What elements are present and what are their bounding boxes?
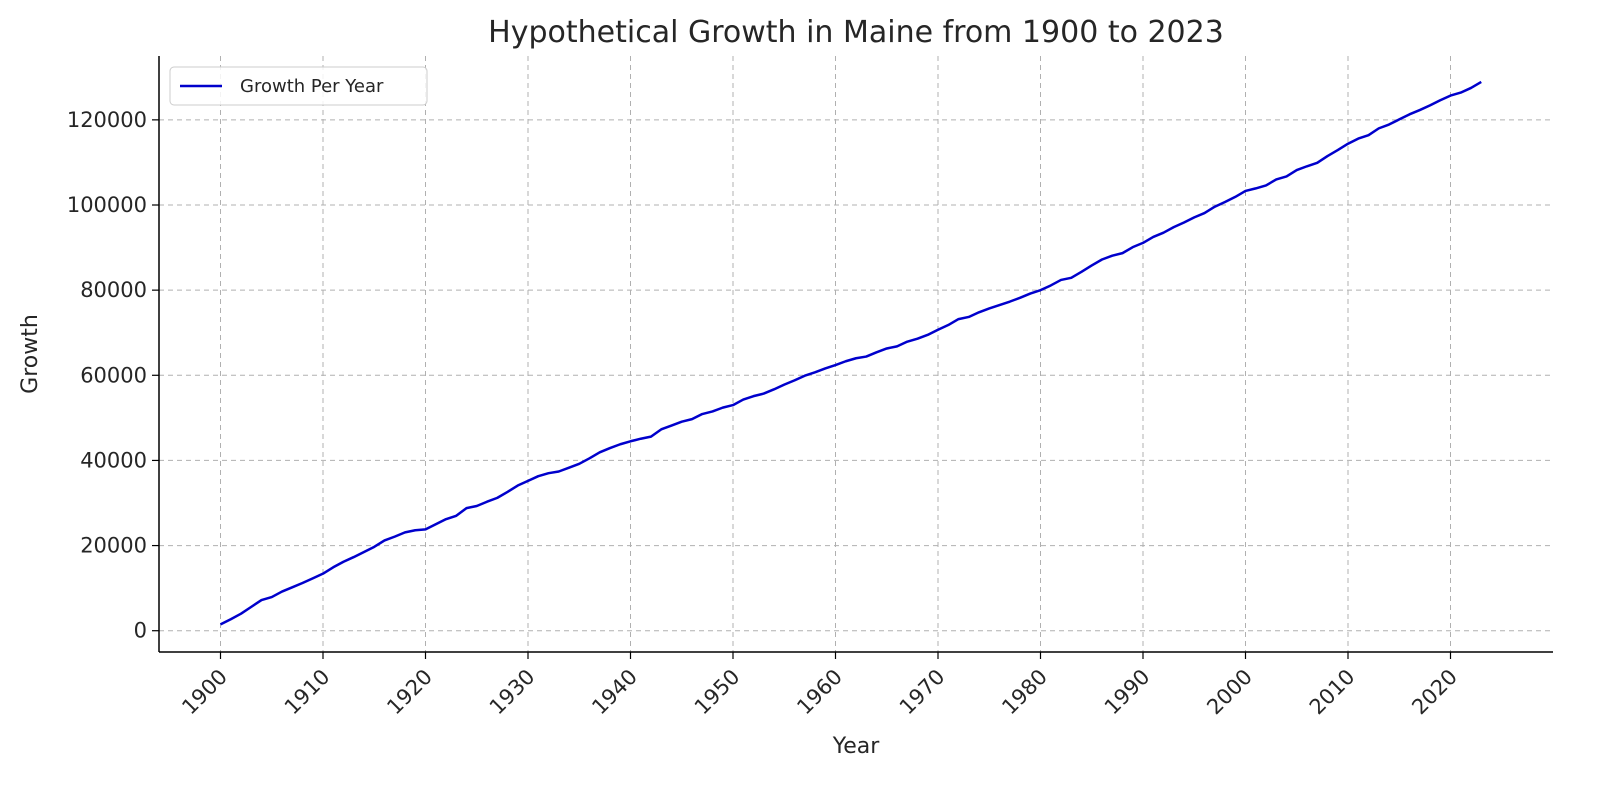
x-tick-label: 1980: [997, 665, 1052, 720]
x-tick-label: 1960: [792, 665, 847, 720]
legend-label: Growth Per Year: [240, 76, 384, 97]
y-tick-label: 100000: [67, 193, 147, 217]
x-axis-label: Year: [832, 734, 881, 759]
x-tick-label: 2010: [1305, 665, 1360, 720]
series-layer: [219, 80, 1482, 626]
x-tick-label: 1990: [1100, 665, 1155, 720]
legend-box: [169, 66, 428, 106]
y-tick-label: 40000: [80, 448, 147, 472]
x-tick-label: 1930: [485, 665, 540, 720]
x-tick-label: 1900: [177, 665, 232, 720]
grid-lines: [159, 56, 1553, 652]
x-tick-label: 2020: [1407, 665, 1462, 720]
y-tick-label: 0: [134, 619, 147, 643]
series-line: [219, 80, 1482, 626]
axes: [158, 56, 1553, 653]
x-tick-label: 1970: [895, 665, 950, 720]
y-tick-label: 120000: [67, 108, 147, 132]
chart-title: Hypothetical Growth in Maine from 1900 t…: [488, 15, 1224, 50]
y-tick-label: 20000: [80, 534, 147, 558]
x-tick-label: 2000: [1202, 665, 1257, 720]
x-tick-label: 1950: [690, 665, 745, 720]
x-tick-label: 1920: [382, 665, 437, 720]
y-tick-label: 60000: [80, 363, 147, 387]
y-tick-label: 80000: [80, 278, 147, 302]
x-ticks: 1900 1910 1920 1930 1940 1950 1960 1970 1980 1990…: [177, 652, 1462, 719]
x-tick-label: 1940: [587, 665, 642, 720]
legend: Growth Per Year: [169, 66, 428, 106]
y-axis-label: Growth: [18, 314, 43, 394]
x-tick-label: 1910: [280, 665, 335, 720]
y-ticks: 0 20000 40000 60000 80000 100000 120000: [67, 108, 159, 643]
